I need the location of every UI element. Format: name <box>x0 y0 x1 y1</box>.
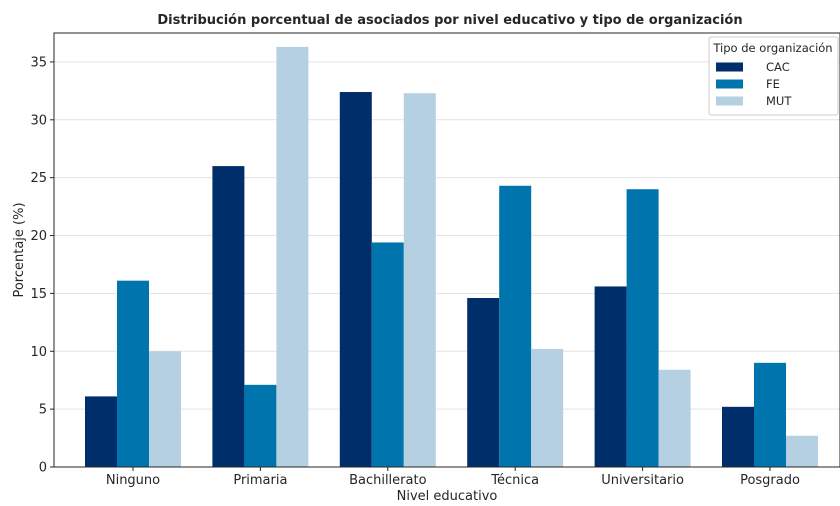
y-tick-label: 20 <box>30 229 47 244</box>
y-tick-label: 25 <box>30 171 47 186</box>
legend-swatch-fe <box>716 79 743 89</box>
bar-cac-4 <box>594 286 627 467</box>
bar-cac-5 <box>722 406 754 467</box>
y-tick-label: 15 <box>30 287 47 302</box>
legend-label-cac: CAC <box>766 60 790 74</box>
y-tick-label: 10 <box>30 345 47 360</box>
x-tick-label: Técnica <box>490 473 539 488</box>
bar-fe-2 <box>371 242 404 467</box>
x-axis-ticks: Ninguno Primaria Bachillerato Técnica Univer… <box>106 467 800 488</box>
bar-cac-1 <box>212 166 245 468</box>
chart-title: Distribución porcentual de asociados por… <box>157 13 742 28</box>
legend-label-fe: FE <box>766 77 780 91</box>
grid-lines <box>54 61 840 468</box>
bar-mut-3 <box>531 348 564 467</box>
plot-frame <box>53 32 840 468</box>
bar-cac-2 <box>339 92 372 468</box>
legend-label-mut: MUT <box>766 94 792 108</box>
bars <box>85 46 818 468</box>
bar-fe-0 <box>117 280 149 467</box>
axes <box>53 32 840 468</box>
x-tick-label: Ninguno <box>106 473 160 488</box>
legend-swatch-mut <box>716 96 743 106</box>
x-tick-label: Primaria <box>233 473 287 488</box>
bar-mut-2 <box>403 93 436 467</box>
x-tick-label: Posgrado <box>740 473 800 488</box>
y-tick-label: 0 <box>39 461 47 476</box>
bar-mut-4 <box>658 369 691 467</box>
x-tick-label: Bachillerato <box>349 473 427 488</box>
legend-items: CAC FE MUT <box>716 60 792 108</box>
x-axis-label: Nivel educativo <box>397 489 498 504</box>
y-tick-label: 5 <box>39 403 47 418</box>
legend-swatch-cac <box>716 62 743 72</box>
legend-title: Tipo de organización <box>712 41 832 55</box>
bar-fe-1 <box>244 384 277 467</box>
bar-fe-3 <box>499 185 532 467</box>
bar-cac-3 <box>467 298 500 467</box>
bar-cac-0 <box>85 396 117 467</box>
bar-mut-0 <box>149 351 181 467</box>
x-tick-label: Universitario <box>601 473 684 488</box>
legend: Tipo de organización CAC FE MUT <box>708 36 839 116</box>
y-axis-label: Porcentaje (%) <box>12 202 27 297</box>
y-tick-label: 35 <box>30 55 47 70</box>
bar-fe-4 <box>626 189 659 468</box>
bar-fe-5 <box>754 362 786 467</box>
y-axis-ticks: 0 5 10 15 20 25 30 35 <box>30 55 54 476</box>
bar-mut-1 <box>276 46 309 467</box>
y-tick-label: 30 <box>30 113 47 128</box>
legend-box <box>708 36 839 116</box>
bar-mut-5 <box>786 435 818 467</box>
